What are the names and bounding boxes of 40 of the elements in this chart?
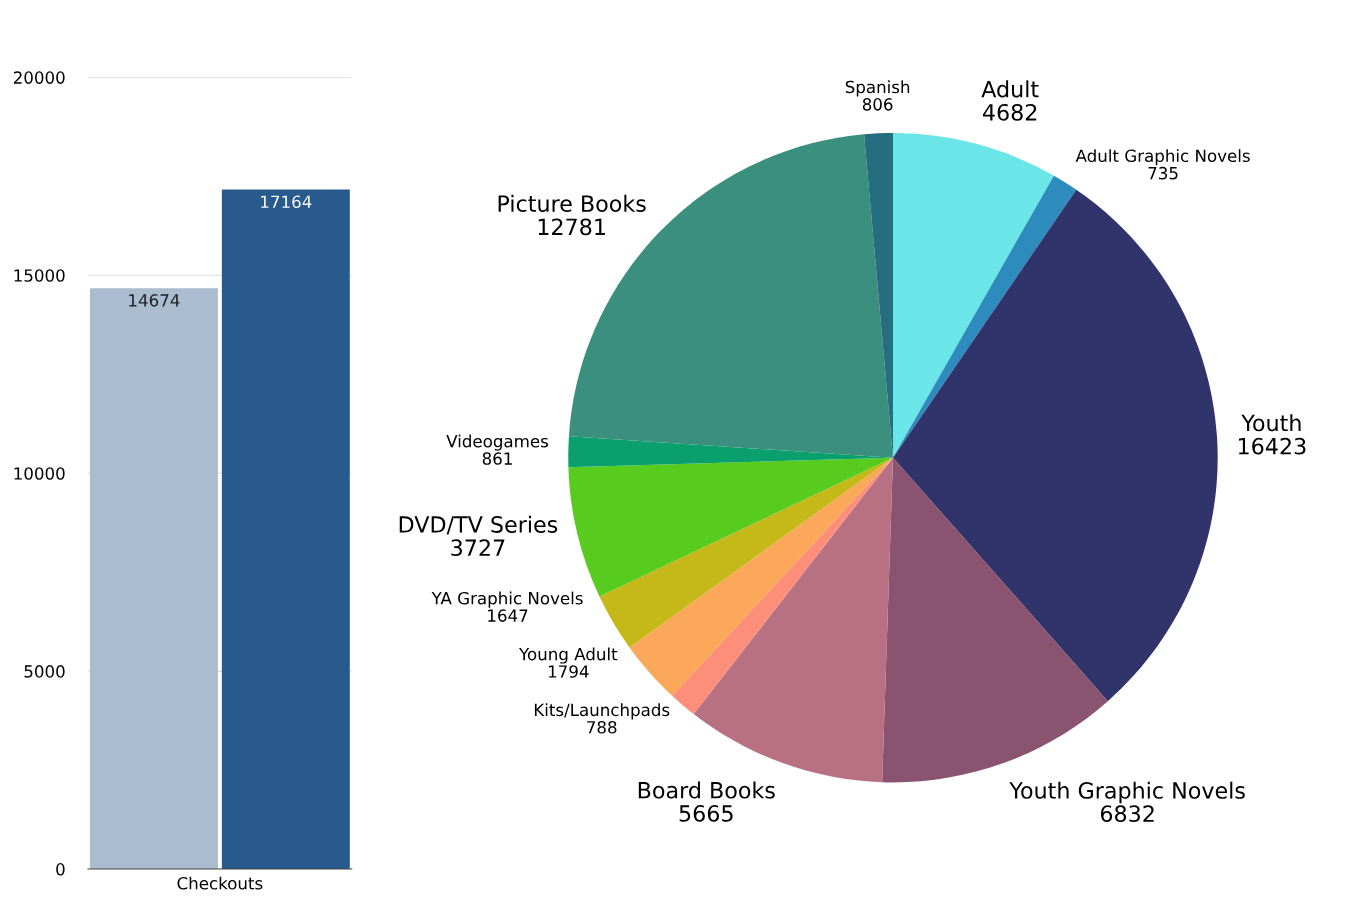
data-label: 1794 xyxy=(548,665,589,678)
data-label: 4682 xyxy=(982,103,1037,121)
data-label: 6832 xyxy=(1100,805,1154,823)
pie-slice xyxy=(672,457,893,715)
data-label: 16423 xyxy=(1238,437,1306,455)
pie-slice xyxy=(882,457,1108,783)
slice-label: Videogames xyxy=(446,434,549,451)
data-label: 5665 xyxy=(679,805,733,822)
data-label: 1647 xyxy=(488,609,528,622)
slice-label: Spanish xyxy=(845,80,910,97)
pie-slice xyxy=(892,133,1054,458)
pie-slice xyxy=(599,457,893,648)
data-label: 17164 xyxy=(261,195,312,209)
slice-label: Picture Books xyxy=(498,194,646,213)
pie-slice xyxy=(629,457,893,696)
y-tick-label: 10000 xyxy=(14,467,65,480)
slice-label: DVD/TV Series xyxy=(399,515,558,535)
y-tick-label: 20000 xyxy=(13,71,65,84)
data-label: 14674 xyxy=(129,294,180,307)
data-label: 735 xyxy=(1148,166,1178,180)
pie-slice xyxy=(693,457,893,783)
slice-label: Young Adult xyxy=(519,647,618,664)
slice-label: Board Books xyxy=(638,781,775,799)
slice-label: Adult Graphic Novels xyxy=(1075,149,1250,166)
data-label: 12781 xyxy=(538,218,605,236)
y-tick-label: 0 xyxy=(56,863,65,876)
slice-label: Youth xyxy=(1241,414,1301,432)
slice-label: Adult xyxy=(981,80,1039,98)
data-label: 861 xyxy=(482,452,512,465)
pie-slice xyxy=(568,436,893,468)
slice-label: Kits/Launchpads xyxy=(534,703,670,720)
slice-label: YA Graphic Novels xyxy=(431,591,583,608)
pie-slice xyxy=(892,189,1218,702)
y-tick-label: 15000 xyxy=(14,269,65,282)
data-label: 788 xyxy=(587,720,617,734)
y-tick-label: 5000 xyxy=(24,665,65,678)
data-label: 3727 xyxy=(451,539,505,557)
data-label: 806 xyxy=(862,98,893,111)
slice-label: Youth Graphic Novels xyxy=(1009,781,1245,804)
x-axis-title: Checkouts xyxy=(177,876,263,890)
